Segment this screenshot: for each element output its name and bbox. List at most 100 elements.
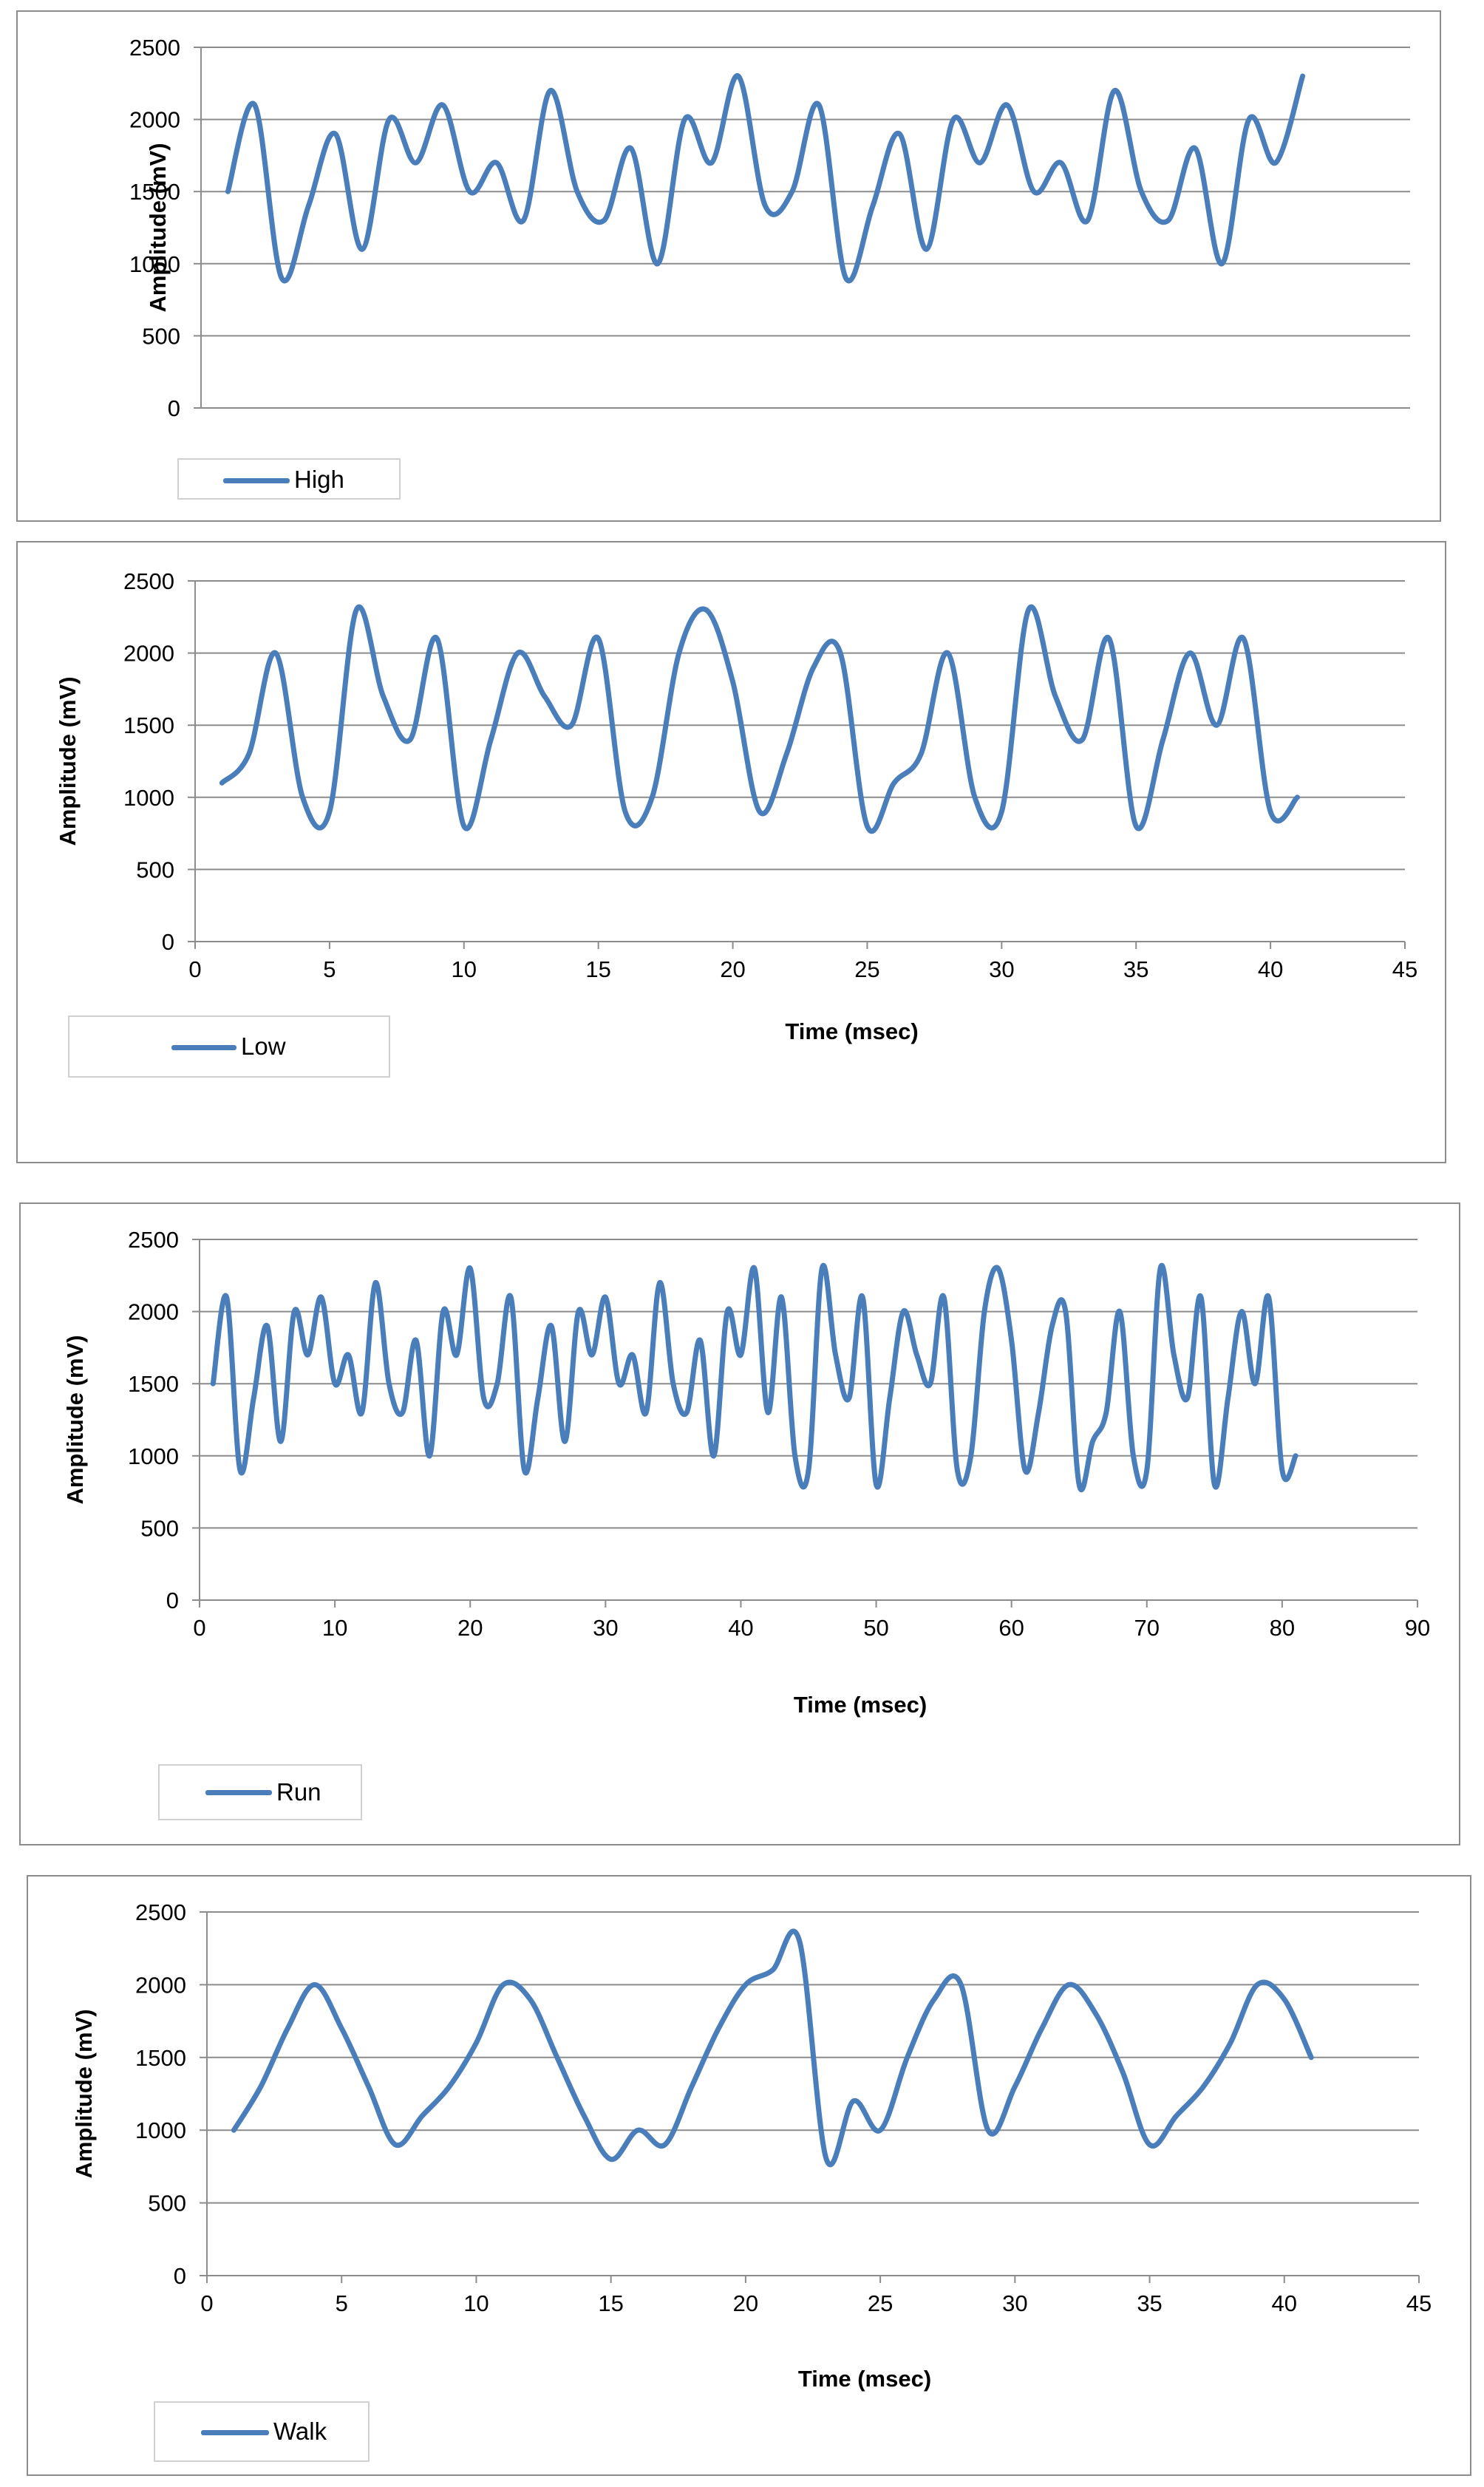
y-tick-label: 2000 (135, 1972, 186, 1998)
x-tick-label: 20 (457, 1615, 483, 1641)
y-tick-label: 2500 (128, 1227, 179, 1253)
data-point (321, 1296, 322, 1298)
y-tick-label: 500 (148, 2191, 186, 2216)
data-point (1092, 1440, 1094, 1442)
data-point (529, 1998, 531, 2000)
data-point (1270, 811, 1271, 812)
legend-run: Run (158, 1764, 362, 1820)
x-tick-label: 80 (1270, 1615, 1295, 1641)
data-point (1216, 724, 1217, 726)
data-point (732, 681, 734, 683)
data-point (1268, 1296, 1270, 1298)
data-point (523, 220, 524, 221)
data-point (1038, 1412, 1039, 1413)
data-point (267, 1325, 268, 1327)
legend-swatch-low (171, 1045, 236, 1050)
x-tick-label: 5 (323, 956, 336, 982)
data-point (759, 811, 760, 812)
x-tick-label: 30 (989, 956, 1014, 982)
data-point (862, 1296, 863, 1298)
data-point (307, 205, 309, 207)
data-point (1241, 1311, 1242, 1313)
data-point (564, 1440, 565, 1442)
data-point (449, 2086, 450, 2087)
legend-swatch-run (205, 1790, 272, 1795)
data-point (239, 1469, 241, 1471)
legend-label-walk: Walk (273, 2418, 327, 2445)
data-point (603, 220, 605, 221)
data-point (496, 162, 497, 163)
legend-high: High (177, 458, 401, 500)
data-point (684, 119, 685, 120)
data-point (700, 1340, 701, 1341)
data-point (889, 1398, 891, 1399)
data-point (866, 826, 868, 827)
data-point (1001, 811, 1002, 812)
y-tick-label: 500 (140, 1515, 179, 1541)
y-axis-title: Amplitude (mV) (71, 2009, 97, 2178)
data-point (503, 1984, 504, 1985)
data-point (302, 797, 304, 798)
data-point (845, 277, 847, 279)
data-point (605, 1296, 606, 1298)
data-point (1007, 104, 1008, 106)
y-tick-label: 2000 (129, 107, 180, 133)
data-point (979, 162, 981, 163)
data-point (442, 104, 443, 106)
x-tick-label: 25 (854, 956, 879, 982)
y-tick-label: 0 (168, 395, 180, 421)
x-tick-label: 40 (728, 1615, 753, 1641)
x-tick-label: 45 (1392, 956, 1417, 982)
data-point (281, 277, 282, 279)
y-tick-label: 1500 (123, 712, 174, 738)
x-tick-label: 0 (188, 956, 201, 982)
data-point (415, 162, 417, 163)
data-point (383, 695, 384, 697)
x-tick-label: 50 (863, 1615, 888, 1641)
data-point (718, 2027, 719, 2029)
legend-swatch-high (223, 478, 290, 483)
data-point (1173, 1354, 1174, 1355)
data-point (799, 1940, 800, 1942)
data-point (248, 753, 250, 755)
data-point (409, 739, 411, 741)
data-point (591, 1354, 593, 1355)
data-point (1014, 2086, 1015, 2087)
series-line-walk (231, 1928, 1314, 2168)
data-point (960, 1984, 961, 1985)
data-point (335, 133, 336, 135)
data-point (1275, 162, 1276, 163)
data-point (1149, 2144, 1151, 2146)
data-point (821, 1268, 823, 1269)
legend-label-low: Low (241, 1032, 286, 1060)
y-tick-label: 2500 (123, 568, 174, 594)
data-point (947, 653, 949, 654)
x-tick-label: 25 (868, 2290, 893, 2316)
data-point (329, 811, 330, 812)
chart-svg-walk: 0 500 1000 1500 2000 2500 0 5 10 15 20 25 30 35 40 45 Am… (71, 1899, 1432, 2392)
data-point (556, 2057, 558, 2058)
x-tick-label: 5 (336, 2290, 348, 2316)
data-point (974, 797, 976, 798)
data-point (780, 1296, 782, 1298)
x-tick-label: 20 (733, 2290, 758, 2316)
chart-svg-run: 0 500 1000 1500 2000 2500 0 10 20 30 40 50 60 70 80 90 A… (62, 1227, 1430, 1718)
data-point (429, 1455, 430, 1457)
legend-label-run: Run (276, 1778, 321, 1806)
x-tick-label: 10 (322, 1615, 347, 1641)
data-point (1041, 2027, 1043, 2029)
data-point (1282, 1469, 1283, 1471)
y-tick-label: 2000 (128, 1299, 179, 1325)
data-point (1222, 263, 1223, 265)
data-point (632, 1354, 633, 1355)
y-tick-label: 1000 (135, 2117, 186, 2143)
data-point (544, 695, 545, 697)
data-point (497, 1383, 498, 1384)
data-point (792, 191, 793, 192)
data-point (1284, 1998, 1285, 2000)
data-point (705, 609, 707, 610)
data-point (510, 1296, 511, 1298)
data-point (1122, 2072, 1123, 2073)
data-point (630, 148, 632, 149)
data-point (287, 2027, 288, 2029)
